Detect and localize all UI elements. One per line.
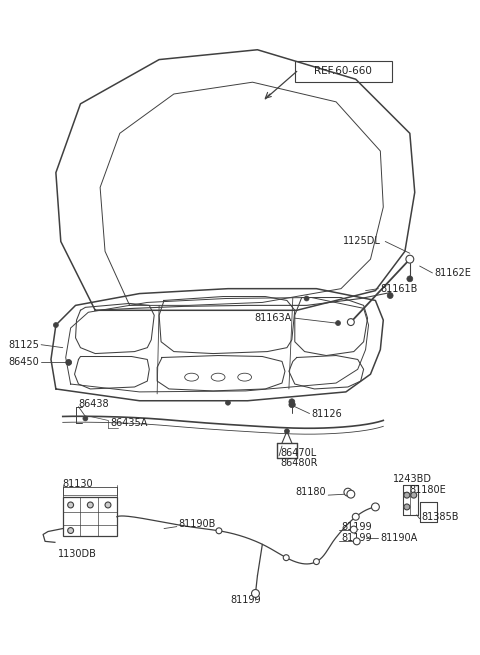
Text: 81190A: 81190A: [380, 533, 418, 544]
Circle shape: [336, 320, 340, 326]
Circle shape: [83, 416, 88, 421]
Circle shape: [289, 399, 295, 405]
Circle shape: [252, 590, 259, 597]
Circle shape: [406, 255, 414, 263]
Text: 86470L: 86470L: [280, 448, 316, 458]
Circle shape: [87, 502, 93, 508]
Text: 81163A: 81163A: [254, 313, 292, 323]
Circle shape: [290, 402, 295, 407]
Circle shape: [226, 400, 230, 405]
Text: 81199: 81199: [341, 533, 372, 544]
Text: 81199: 81199: [230, 595, 261, 605]
Circle shape: [407, 276, 413, 282]
Circle shape: [68, 502, 73, 508]
Circle shape: [304, 296, 309, 301]
Circle shape: [68, 527, 73, 533]
Text: 81385B: 81385B: [421, 512, 459, 522]
Text: 81180E: 81180E: [410, 485, 446, 495]
Circle shape: [348, 318, 354, 326]
Circle shape: [352, 514, 359, 520]
Text: 86438: 86438: [79, 399, 109, 409]
FancyBboxPatch shape: [295, 60, 392, 82]
Text: REF.60-660: REF.60-660: [314, 66, 372, 77]
Text: 1243BD: 1243BD: [393, 474, 432, 485]
Circle shape: [411, 492, 417, 498]
Text: 81161B: 81161B: [380, 284, 418, 293]
Circle shape: [387, 293, 393, 299]
Circle shape: [66, 360, 72, 365]
Circle shape: [372, 503, 379, 511]
Circle shape: [105, 502, 111, 508]
Text: 81199: 81199: [341, 521, 372, 532]
Circle shape: [66, 360, 71, 365]
Text: 86435A: 86435A: [110, 419, 147, 428]
Text: 1125DL: 1125DL: [342, 236, 380, 246]
Circle shape: [216, 528, 222, 534]
Text: 81125: 81125: [8, 340, 39, 350]
Circle shape: [53, 322, 59, 328]
Text: 81126: 81126: [312, 409, 342, 419]
Circle shape: [404, 492, 410, 498]
Circle shape: [344, 488, 352, 496]
Text: 81190B: 81190B: [179, 519, 216, 529]
Text: 81180: 81180: [296, 487, 326, 497]
Text: 81162E: 81162E: [434, 268, 471, 278]
Circle shape: [289, 402, 295, 407]
Text: 81130: 81130: [63, 479, 94, 489]
Circle shape: [285, 429, 289, 434]
Circle shape: [283, 555, 289, 561]
Bar: [63, 497, 117, 536]
Circle shape: [404, 504, 410, 510]
Text: 86450: 86450: [9, 358, 39, 367]
Circle shape: [313, 559, 319, 565]
Text: 86480R: 86480R: [280, 458, 318, 468]
Circle shape: [353, 538, 360, 545]
Circle shape: [347, 490, 355, 498]
Text: 1130DB: 1130DB: [58, 549, 97, 559]
Circle shape: [350, 526, 357, 533]
